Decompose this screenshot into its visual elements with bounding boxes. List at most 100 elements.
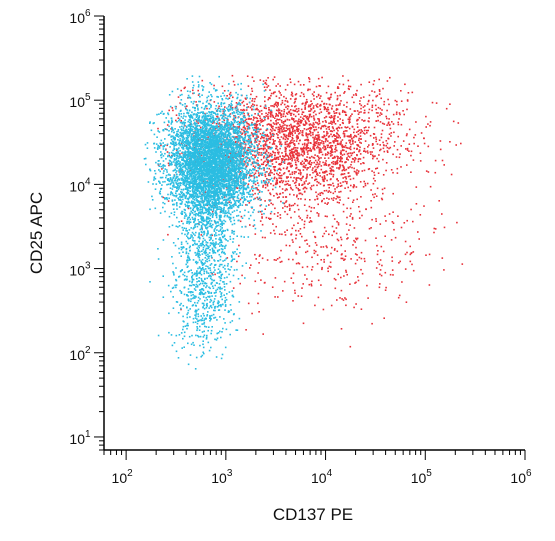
scatter-point <box>240 142 243 144</box>
scatter-point <box>184 152 187 154</box>
scatter-point <box>361 119 363 121</box>
scatter-point <box>277 168 280 171</box>
scatter-point <box>317 123 320 126</box>
scatter-point <box>302 188 305 190</box>
scatter-point <box>273 91 275 94</box>
scatter-point <box>233 112 236 114</box>
scatter-point <box>337 222 340 224</box>
scatter-point <box>257 109 259 111</box>
scatter-point <box>326 215 328 218</box>
scatter-point <box>406 149 409 151</box>
scatter-point <box>330 133 332 136</box>
scatter-point <box>298 118 300 121</box>
scatter-point <box>336 167 338 169</box>
scatter-point <box>367 146 369 148</box>
scatter-point <box>373 196 375 199</box>
scatter-point <box>257 164 259 166</box>
scatter-point <box>242 165 245 167</box>
scatter-point <box>340 289 343 292</box>
scatter-point <box>175 301 178 303</box>
scatter-point <box>296 147 299 149</box>
scatter-point <box>306 173 308 176</box>
scatter-point <box>186 235 188 237</box>
scatter-point <box>340 173 343 176</box>
scatter-point <box>316 166 319 168</box>
scatter-point <box>164 152 166 155</box>
scatter-point <box>221 129 223 131</box>
scatter-point <box>348 156 351 158</box>
scatter-point <box>387 122 390 125</box>
scatter-point <box>166 151 169 153</box>
scatter-point <box>308 182 311 184</box>
scatter-point <box>349 152 352 154</box>
scatter-point <box>386 146 389 149</box>
scatter-point <box>282 130 284 133</box>
scatter-point <box>199 254 201 256</box>
scatter-point <box>183 115 185 117</box>
scatter-point <box>254 98 256 100</box>
scatter-point <box>197 182 199 185</box>
scatter-point <box>323 175 326 177</box>
scatter-point <box>375 120 378 122</box>
scatter-point <box>378 154 380 156</box>
scatter-point <box>323 190 326 192</box>
scatter-point <box>251 193 253 196</box>
scatter-point <box>301 113 303 116</box>
scatter-point <box>330 93 333 96</box>
scatter-point <box>362 106 365 108</box>
scatter-point <box>309 199 311 201</box>
scatter-point <box>286 177 288 179</box>
scatter-point <box>288 124 291 127</box>
scatter-point <box>251 87 253 90</box>
scatter-point <box>307 89 309 92</box>
scatter-point <box>338 135 341 137</box>
scatter-point <box>368 99 370 102</box>
scatter-point <box>275 112 277 115</box>
scatter-point <box>219 279 222 282</box>
scatter-point <box>291 95 294 97</box>
scatter-point <box>226 276 228 279</box>
scatter-point <box>256 188 259 191</box>
scatter-point <box>340 190 342 193</box>
scatter-point <box>250 156 253 158</box>
scatter-point <box>260 147 263 150</box>
scatter-point <box>257 135 259 138</box>
scatter-point <box>441 213 443 215</box>
scatter-point <box>213 309 215 312</box>
scatter-point <box>260 210 262 213</box>
scatter-point <box>232 127 234 130</box>
scatter-point <box>321 268 323 271</box>
scatter-point <box>331 225 334 228</box>
scatter-point <box>363 127 366 129</box>
scatter-point <box>360 111 362 113</box>
scatter-point <box>392 274 394 276</box>
scatter-point <box>269 232 272 234</box>
scatter-point <box>243 182 245 185</box>
scatter-point <box>239 181 242 183</box>
scatter-point <box>354 134 356 137</box>
scatter-point <box>237 150 239 152</box>
scatter-point <box>278 177 280 179</box>
scatter-point <box>189 190 191 192</box>
scatter-point <box>289 173 291 176</box>
scatter-point <box>297 158 299 160</box>
scatter-point <box>178 157 180 160</box>
scatter-point <box>243 112 245 115</box>
scatter-point <box>296 177 298 179</box>
scatter-point <box>183 184 186 186</box>
scatter-point <box>243 191 245 194</box>
scatter-point <box>342 109 344 112</box>
scatter-point <box>244 119 246 122</box>
scatter-point <box>206 210 208 213</box>
scatter-point <box>320 168 323 171</box>
scatter-point <box>257 148 259 150</box>
scatter-point <box>306 175 308 177</box>
scatter-point <box>336 155 338 158</box>
scatter-point <box>211 281 213 284</box>
scatter-point <box>339 136 341 139</box>
scatter-point <box>359 103 361 105</box>
scatter-point <box>198 319 200 322</box>
scatter-point <box>191 169 193 172</box>
scatter-point <box>270 115 272 118</box>
scatter-point <box>273 213 276 215</box>
